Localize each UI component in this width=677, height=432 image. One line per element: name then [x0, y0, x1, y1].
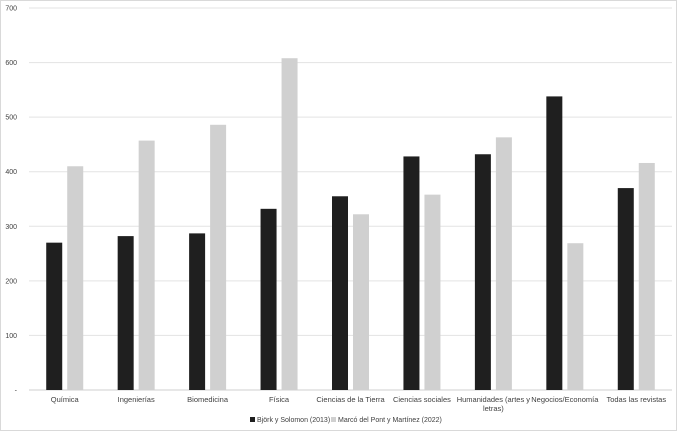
- bars: [46, 58, 655, 391]
- legend-label: Björk y Solomon (2013): [257, 417, 330, 424]
- bar-marco-del-pont: [353, 214, 369, 390]
- x-tick-label: Ciencias de la Tierra: [316, 395, 385, 404]
- y-tick-label: 700: [5, 6, 17, 13]
- x-tick-label: Todas las revistas: [606, 395, 666, 404]
- legend-swatch: [250, 417, 255, 422]
- x-tick-label: Química: [51, 395, 80, 404]
- y-axis-ticks: - 100 200 300 400 500 600 700: [5, 6, 17, 395]
- x-tick-label: Ciencias sociales: [393, 395, 451, 404]
- bar-bjork-solomon: [189, 233, 206, 390]
- bar-marco-del-pont: [281, 58, 298, 390]
- bar-bjork-solomon: [474, 154, 491, 390]
- gridlines: [29, 7, 672, 391]
- bar-marco-del-pont: [67, 166, 84, 390]
- y-tick-label: 500: [5, 115, 17, 122]
- bar-marco-del-pont: [638, 162, 655, 390]
- bar-marco-del-pont: [495, 137, 512, 390]
- legend-swatch: [331, 417, 336, 422]
- y-tick-label: 300: [5, 224, 17, 231]
- bar-bjork-solomon: [46, 242, 63, 390]
- legend-label: Marcó del Pont y Martínez (2022): [338, 417, 442, 424]
- bar-marco-del-pont: [210, 124, 227, 390]
- y-tick-label: 200: [5, 278, 17, 285]
- x-tick-label: Negocios/Economía: [531, 395, 599, 404]
- y-tick-label: 400: [5, 169, 17, 176]
- bar-marco-del-pont: [424, 194, 441, 390]
- x-tick-label: Biomedicina: [187, 395, 229, 404]
- y-tick-label: -: [15, 388, 18, 395]
- legend: Björk y Solomon (2013) Marcó del Pont y M…: [250, 417, 442, 424]
- bar-marco-del-pont: [567, 243, 584, 390]
- bar-bjork-solomon: [403, 156, 420, 390]
- bar-marco-del-pont: [138, 140, 155, 390]
- bar-bjork-solomon: [617, 188, 634, 390]
- bar-bjork-solomon: [260, 208, 277, 390]
- bar-bjork-solomon: [546, 96, 563, 391]
- x-tick-label: Física: [269, 395, 290, 404]
- x-tick-label: Humanidades (artes y letras): [457, 395, 531, 413]
- bar-bjork-solomon: [117, 236, 134, 390]
- bar-bjork-solomon: [332, 196, 348, 390]
- y-tick-label: 600: [5, 60, 17, 67]
- x-axis-labels: Química Ingenierías Biomedicina Física Cienc…: [51, 395, 667, 413]
- y-tick-label: 100: [5, 333, 17, 340]
- x-tick-label: Ingenierías: [118, 395, 155, 404]
